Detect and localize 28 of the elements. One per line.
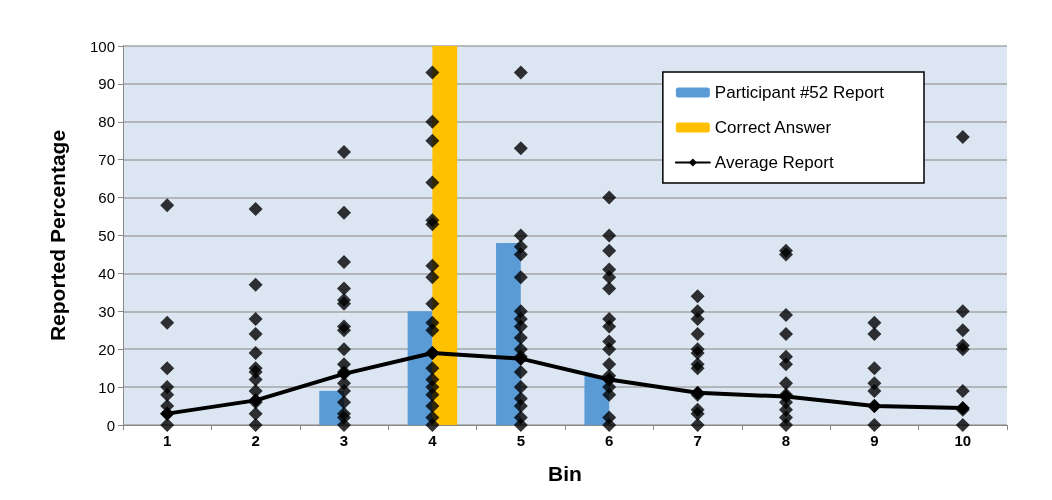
x-tick-label: 2	[251, 432, 260, 449]
legend-label: Correct Answer	[714, 118, 832, 137]
legend-label: Average Report	[714, 153, 834, 172]
x-tick-label: 5	[516, 432, 525, 449]
y-tick-label: 60	[98, 189, 115, 207]
legend-label: Participant #52 Report	[714, 83, 885, 102]
x-tick-label: 10	[954, 432, 972, 449]
y-tick-label: 10	[98, 378, 115, 396]
y-tick-label: 90	[98, 75, 115, 93]
x-tick-label: 3	[339, 432, 349, 449]
x-tick-label: 9	[870, 432, 879, 449]
point	[867, 399, 882, 414]
y-tick-label: 50	[98, 227, 115, 244]
x-tick-label: 8	[781, 432, 791, 449]
y-tick-label: 0	[106, 416, 115, 434]
y-axis-title: Reported Percentage	[46, 129, 69, 342]
x-tick-label: 4	[428, 432, 438, 449]
y-tick-label: 80	[98, 113, 115, 131]
point	[425, 345, 440, 360]
y-tick-label: 40	[98, 264, 115, 282]
x-tick-label: 6	[605, 432, 614, 449]
y-tick-label: 70	[98, 151, 115, 169]
y-tick-label: 100	[89, 37, 115, 55]
x-tick-label: 1	[163, 432, 172, 449]
x-axis-title: Bin	[548, 462, 582, 485]
x-tick-label: 7	[693, 432, 702, 449]
y-tick-label: 20	[98, 340, 115, 358]
y-tick-label: 30	[98, 302, 115, 320]
